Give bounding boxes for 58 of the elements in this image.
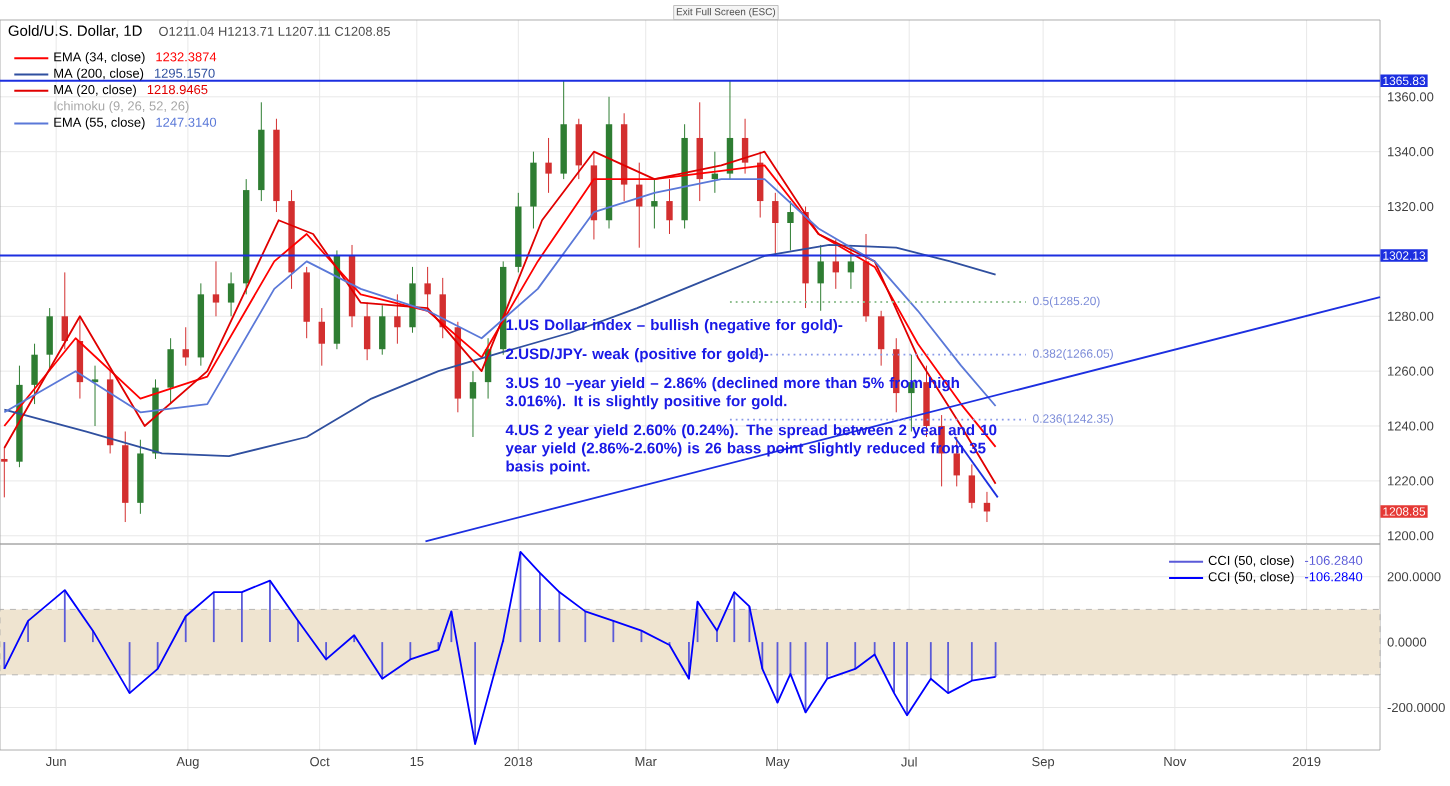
candlestick [333, 249, 341, 350]
line-series [3, 178, 997, 414]
candlestick [726, 79, 734, 180]
candlestick [666, 178, 673, 235]
candlestick [167, 337, 174, 405]
candlestick [273, 118, 280, 213]
candlestick [681, 123, 688, 229]
candlestick [182, 326, 189, 367]
candlestick [636, 162, 643, 249]
candlestick [1, 447, 8, 498]
candlestick [862, 233, 870, 323]
candlestick [303, 266, 310, 339]
candlestick [877, 310, 885, 367]
candlestick [409, 266, 416, 334]
candlestick [46, 307, 53, 372]
line-series [3, 150, 997, 485]
candlestick [469, 370, 477, 438]
candlestick [515, 192, 522, 273]
candlestick [575, 118, 582, 180]
candlestick [590, 151, 598, 240]
candlestick [696, 101, 703, 202]
candlestick [802, 206, 809, 309]
candlestick [545, 137, 552, 194]
candlestick [651, 178, 658, 229]
candlestick [741, 118, 749, 175]
candlestick [363, 302, 371, 361]
candlestick [318, 307, 325, 367]
candlestick [197, 282, 205, 367]
candlestick [258, 101, 265, 202]
candlestick [152, 378, 159, 460]
candlestick [379, 304, 386, 356]
candlestick [212, 260, 220, 317]
line-series [3, 244, 997, 458]
candlestick [560, 79, 567, 180]
candlestick [61, 271, 68, 350]
candlestick [832, 238, 839, 290]
candlestick [620, 112, 628, 202]
candlestick [757, 151, 764, 219]
candlestick [424, 266, 431, 312]
candlestick [605, 96, 613, 229]
candlestick [288, 189, 295, 290]
candlestick [847, 244, 855, 290]
candlestick [454, 321, 462, 413]
candlestick [137, 439, 144, 515]
candlestick [968, 463, 976, 509]
line-series [3, 550, 997, 746]
candlestick [500, 260, 507, 356]
candlestick [106, 370, 114, 454]
candlestick [394, 293, 401, 345]
candlestick [76, 315, 84, 400]
candlestick [787, 200, 794, 251]
candlestick [243, 178, 250, 295]
candlestick [227, 271, 235, 317]
candlestick [772, 192, 779, 257]
candlestick [530, 151, 537, 229]
candlestick [31, 343, 38, 405]
candlestick [817, 244, 824, 312]
candlestick [122, 431, 129, 523]
